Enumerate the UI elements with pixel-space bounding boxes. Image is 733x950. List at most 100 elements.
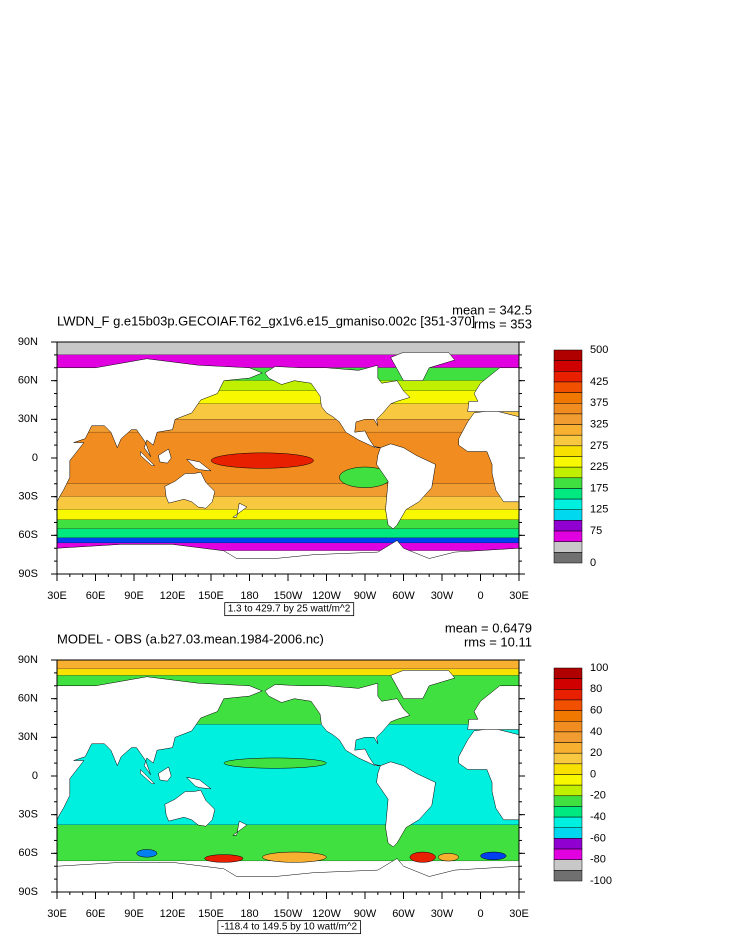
- map-panel: MODEL - OBS (a.b27.03.mean.1984-2006.nc)…: [18, 620, 612, 935]
- colorbar-box: [553, 520, 583, 532]
- land: [458, 728, 519, 821]
- colorbar-label: 80: [590, 683, 602, 695]
- lat-label: 90S: [18, 886, 38, 898]
- field-band: [57, 496, 519, 510]
- colorbar-box: [553, 434, 583, 447]
- colorbar-box: [553, 710, 583, 722]
- panel-title: LWDN_F g.e15b03p.GECOIAF.T62_gx1v6.e15_g…: [57, 313, 475, 328]
- field-band: [57, 669, 519, 676]
- colorbar-box: [553, 552, 583, 564]
- colorbar-box: [553, 859, 583, 871]
- lat-label: 90N: [18, 336, 38, 348]
- lon-label: 60E: [86, 590, 106, 602]
- colorbar-box: [553, 541, 583, 553]
- lon-label: 150E: [198, 908, 224, 920]
- land: [390, 670, 456, 699]
- colorbar-label: 40: [590, 726, 602, 738]
- colorbar-box: [553, 870, 583, 882]
- lon-label: 30E: [509, 590, 529, 602]
- colorbar-box: [553, 530, 583, 542]
- colorbar-box: [553, 816, 583, 828]
- colorbar-label: -100: [590, 875, 612, 887]
- lat-label: 30N: [18, 731, 38, 743]
- colorbar-box: [553, 731, 583, 743]
- field-spot: [223, 757, 327, 769]
- colorbar-box: [553, 403, 583, 415]
- colorbar-label: -60: [590, 832, 606, 844]
- lat-label: 30S: [18, 809, 38, 821]
- land: [458, 410, 519, 503]
- colorbar-label: 275: [590, 440, 608, 452]
- colorbar-box: [553, 509, 583, 521]
- colorbar-label: 500: [590, 344, 608, 356]
- colorbar-box: [553, 349, 583, 361]
- colorbar-box: [553, 699, 583, 711]
- colorbar-box: [553, 360, 583, 372]
- footer-label: -118.4 to 149.5 by 10 watt/m^2: [221, 922, 358, 933]
- colorbar-box: [553, 371, 583, 383]
- colorbar-box: [553, 678, 583, 690]
- land: [467, 367, 519, 412]
- colorbar-box: [553, 838, 583, 850]
- land: [264, 364, 411, 448]
- lon-label: 30W: [431, 590, 454, 602]
- colorbar-label: -20: [590, 790, 606, 802]
- colorbar-box: [553, 392, 583, 404]
- field-spot: [204, 854, 244, 863]
- lat-label: 0: [32, 770, 38, 782]
- lon-label: 150W: [274, 590, 303, 602]
- colorbar-label: 325: [590, 418, 608, 430]
- colorbar-box: [553, 445, 583, 457]
- lon-label: 180: [240, 590, 258, 602]
- colorbar-box: [553, 413, 583, 425]
- footer-label: 1.3 to 429.7 by 25 watt/m^2: [228, 604, 351, 615]
- colorbar-box: [553, 795, 583, 807]
- lon-label: 90E: [124, 590, 144, 602]
- map: [57, 660, 519, 892]
- land: [158, 766, 172, 782]
- land: [158, 448, 172, 464]
- land: [376, 443, 436, 530]
- lon-label: 90W: [354, 590, 377, 602]
- colorbar-label: -40: [590, 811, 606, 823]
- lon-label: 30E: [509, 908, 529, 920]
- lat-label: 90S: [18, 568, 38, 580]
- land: [376, 761, 436, 848]
- lat-label: 90N: [18, 654, 38, 666]
- land: [390, 352, 456, 381]
- field-band: [57, 660, 519, 670]
- rms-label: rms = 10.11: [464, 634, 532, 649]
- colorbar-box: [553, 466, 583, 479]
- colorbar-label: 60: [590, 705, 602, 717]
- land: [57, 676, 264, 820]
- field-band: [57, 528, 519, 538]
- land: [232, 502, 248, 518]
- lon-label: 120E: [160, 590, 186, 602]
- land: [232, 820, 248, 836]
- lat-label: 60S: [18, 847, 38, 859]
- colorbar-box: [553, 498, 583, 511]
- field-spot: [210, 452, 314, 469]
- land: [185, 458, 212, 472]
- colorbar-label: 175: [590, 482, 608, 494]
- colorbar-box: [553, 667, 583, 679]
- mean-label: mean = 0.6479: [445, 620, 532, 635]
- lon-label: 30E: [47, 908, 67, 920]
- rms-label: rms = 353: [474, 316, 532, 331]
- field-band: [57, 342, 519, 355]
- lon-label: 120W: [312, 590, 341, 602]
- land: [164, 471, 216, 509]
- land: [264, 682, 411, 766]
- land: [467, 685, 519, 730]
- lon-label: 0: [477, 908, 483, 920]
- field-band: [57, 519, 519, 529]
- field-band: [57, 537, 519, 544]
- colorbar-label: 375: [590, 397, 608, 409]
- colorbar-box: [553, 752, 583, 765]
- land: [57, 540, 519, 574]
- colorbar-box: [553, 477, 583, 489]
- colorbar-box: [553, 806, 583, 818]
- lat-label: 60N: [18, 693, 38, 705]
- mean-label: mean = 342.5: [452, 302, 532, 317]
